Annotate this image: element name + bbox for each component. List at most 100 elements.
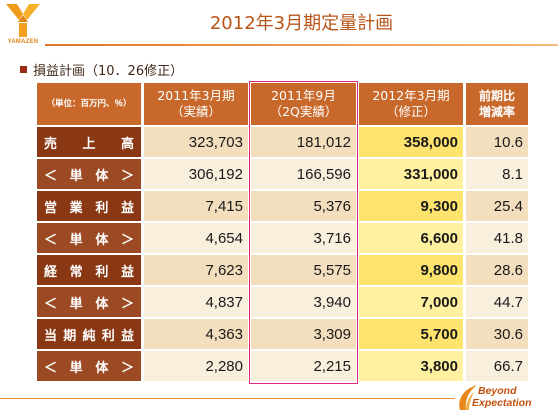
value-fy2011-actual: 306,192	[144, 159, 248, 189]
row-label: 売上高	[37, 127, 141, 157]
column-header-fy2012-revised: 2012年3月期 （修正）	[359, 83, 463, 125]
logo-text: YAMAZEN	[7, 39, 39, 45]
column-header-yoy-change: 前期比 増減率	[466, 83, 528, 125]
label-char: 体	[95, 232, 109, 248]
label-char: 常	[69, 264, 83, 280]
label-char: 単	[69, 296, 83, 312]
label-char: 単	[69, 168, 83, 184]
label-char: 当	[44, 328, 58, 344]
value-fy2012-revised: 331,000	[359, 159, 463, 189]
column-header-line1: 2012年3月期	[372, 88, 450, 103]
page-title: 2012年3月期定量計画	[209, 13, 394, 34]
label-char: ＞	[120, 296, 134, 312]
brand-line-1: Beyond	[478, 385, 517, 397]
swoosh-icon	[459, 385, 477, 410]
value-fy2011-actual: 7,623	[144, 255, 248, 285]
section-heading: 損益計画（10．26修正）	[20, 60, 184, 79]
row-label: 営業利益	[37, 191, 141, 221]
value-fy2011-actual: 323,703	[144, 127, 248, 157]
label-char: ＜	[44, 360, 58, 376]
label-char: 売	[44, 136, 58, 152]
label-char: 上	[82, 136, 96, 152]
label-char: 益	[120, 328, 134, 344]
value-fy2011-actual: 4,837	[144, 287, 248, 317]
label-char: ＞	[120, 232, 134, 248]
title-divider	[45, 44, 558, 46]
label-char: 利	[95, 200, 109, 216]
label-char: 利	[95, 264, 109, 280]
label-char: 体	[95, 360, 109, 376]
footer-divider	[0, 398, 455, 399]
value-2q-actual: 3,940	[251, 287, 356, 317]
label-char: ＜	[44, 232, 58, 248]
value-yoy-change: 10.6	[466, 127, 528, 157]
value-fy2012-revised: 5,700	[359, 319, 463, 349]
label-char: ＜	[44, 168, 58, 184]
label-char: 利	[101, 328, 115, 344]
value-fy2012-revised: 6,600	[359, 223, 463, 253]
unit-label: （単位：百万円、％）	[46, 99, 132, 109]
value-fy2011-actual: 2,280	[144, 351, 248, 381]
column-header-line2: （2Q実績）	[269, 104, 338, 119]
value-fy2011-actual: 4,654	[144, 223, 248, 253]
value-yoy-change: 66.7	[466, 351, 528, 381]
row-label: ＜ 単体 ＞	[37, 159, 141, 189]
value-yoy-change: 8.1	[466, 159, 528, 189]
label-char: 期	[63, 328, 77, 344]
column-header-line1: 前期比	[478, 89, 515, 103]
value-yoy-change: 30.6	[466, 319, 528, 349]
value-2q-actual: 3,309	[251, 319, 356, 349]
value-fy2012-revised: 9,300	[359, 191, 463, 221]
column-header-line2: （実績）	[170, 104, 221, 119]
label-char: 単	[69, 232, 83, 248]
yamazen-y-logo-icon	[6, 4, 40, 37]
value-yoy-change: 25.4	[466, 191, 528, 221]
label-char: ＜	[44, 296, 58, 312]
unit-header-cell: （単位：百万円、％）	[37, 83, 141, 125]
value-2q-actual: 166,596	[251, 159, 356, 189]
square-bullet-icon	[20, 65, 27, 73]
column-header-2q-actual: 2011年9月 （2Q実績）	[251, 83, 356, 125]
label-char: 益	[120, 200, 134, 216]
value-yoy-change: 28.6	[466, 255, 528, 285]
label-char: 業	[69, 200, 83, 216]
row-label: 当期純利益	[37, 319, 141, 349]
row-label: ＜ 単体 ＞	[37, 287, 141, 317]
value-fy2012-revised: 9,800	[359, 255, 463, 285]
value-yoy-change: 41.8	[466, 223, 528, 253]
label-char: 体	[95, 296, 109, 312]
column-header-line1: 2011年3月期	[157, 88, 235, 103]
label-char: 高	[120, 136, 134, 152]
column-header-line2: 増減率	[478, 105, 515, 119]
value-fy2012-revised: 7,000	[359, 287, 463, 317]
value-fy2012-revised: 3,800	[359, 351, 463, 381]
value-2q-actual: 5,376	[251, 191, 356, 221]
label-char: 経	[44, 264, 58, 280]
brand-line-2: Expectation	[472, 397, 532, 409]
row-label: ＜ 単体 ＞	[37, 351, 141, 381]
value-fy2012-revised: 358,000	[359, 127, 463, 157]
profit-plan-table: （単位：百万円、％） 2011年3月期 （実績） 2011年9月 （2Q実績） …	[37, 83, 528, 381]
column-header-fy2011-actual: 2011年3月期 （実績）	[144, 83, 248, 125]
value-fy2011-actual: 7,415	[144, 191, 248, 221]
value-2q-actual: 5,575	[251, 255, 356, 285]
row-label: ＜ 単体 ＞	[37, 223, 141, 253]
label-char: 益	[120, 264, 134, 280]
column-header-line2: （修正）	[385, 104, 436, 119]
label-char: 体	[95, 168, 109, 184]
value-2q-actual: 3,716	[251, 223, 356, 253]
value-2q-actual: 181,012	[251, 127, 356, 157]
label-char: ＞	[120, 168, 134, 184]
value-fy2011-actual: 4,363	[144, 319, 248, 349]
beyond-expectation-logo: Beyond Expectation	[456, 383, 548, 413]
column-header-line1: 2011年9月	[271, 88, 336, 103]
value-2q-actual: 2,215	[251, 351, 356, 381]
row-label: 経常利益	[37, 255, 141, 285]
section-title: 損益計画（10．26修正）	[33, 63, 184, 79]
yamazen-logo: YAMAZEN	[2, 2, 44, 48]
value-yoy-change: 44.7	[466, 287, 528, 317]
label-char: 営	[44, 200, 58, 216]
label-char: 単	[69, 360, 83, 376]
label-char: 純	[82, 328, 96, 344]
label-char: ＞	[120, 360, 134, 376]
